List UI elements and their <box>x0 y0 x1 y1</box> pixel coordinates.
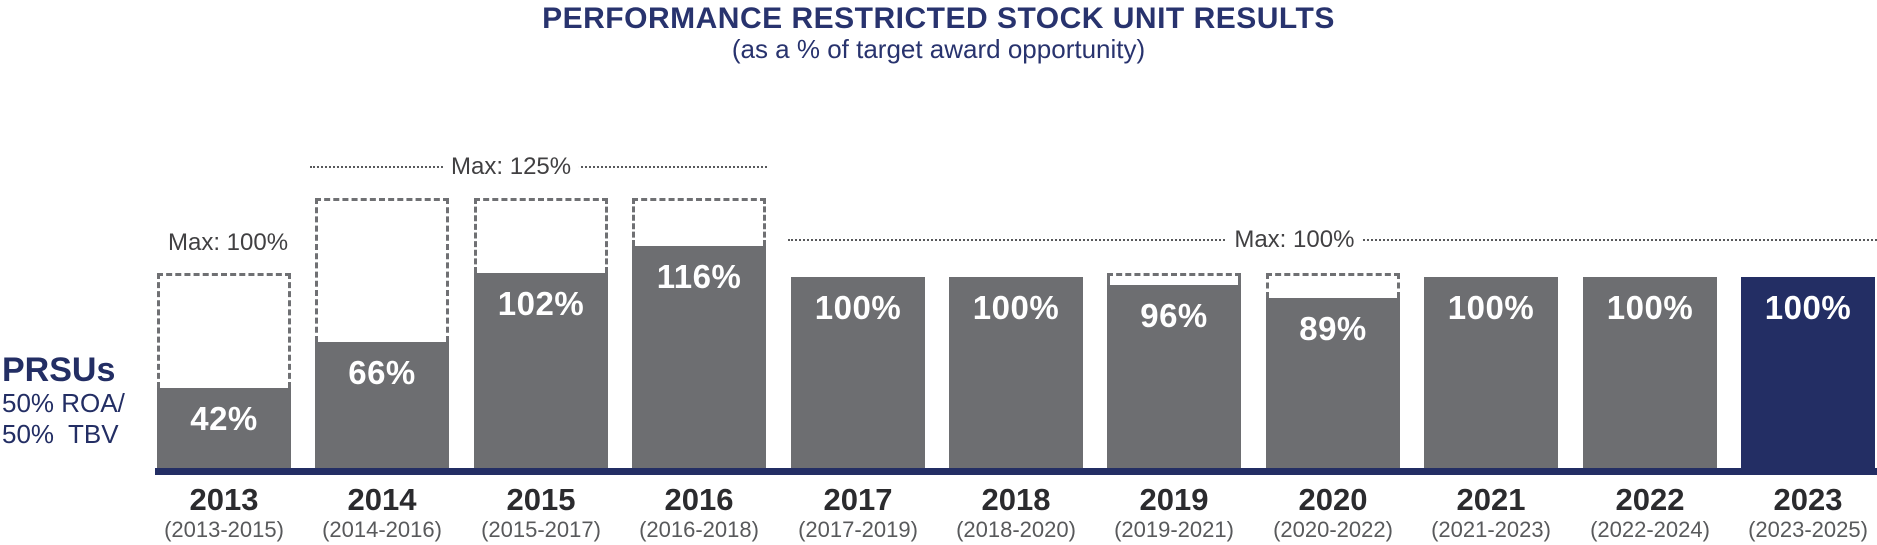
max-award-dashed-box-2015 <box>474 198 608 273</box>
x-label-2023: 2023 (2023-2025) <box>1748 483 1868 542</box>
x-label-2018: 2018 (2018-2020) <box>956 483 1076 542</box>
year-label: 2017 <box>823 482 893 517</box>
period-label: (2015-2017) <box>481 517 601 542</box>
period-label: (2013-2015) <box>164 517 284 542</box>
period-label: (2019-2021) <box>1114 517 1234 542</box>
period-label: (2023-2025) <box>1748 517 1868 542</box>
bar-2017: 100% <box>791 277 925 468</box>
year-label: 2023 <box>1773 482 1843 517</box>
max-award-dashed-box-2014 <box>315 198 449 342</box>
bar-value-2016: 116% <box>656 258 742 295</box>
period-label: (2018-2020) <box>956 517 1076 542</box>
x-axis-line <box>155 468 1877 475</box>
x-label-2017: 2017 (2017-2019) <box>798 483 918 542</box>
x-label-2013: 2013 (2013-2015) <box>164 483 284 542</box>
year-label: 2015 <box>506 482 576 517</box>
bar-value-2019: 96% <box>1140 297 1208 334</box>
bar-2018: 100% <box>949 277 1083 468</box>
bar-value-2017: 100% <box>814 289 902 326</box>
x-label-2014: 2014 (2014-2016) <box>322 483 442 542</box>
series-name: PRSUs <box>2 351 116 389</box>
chart-title: PERFORMANCE RESTRICTED STOCK UNIT RESULT… <box>542 2 1335 35</box>
period-label: (2021-2023) <box>1431 517 1551 542</box>
year-label: 2022 <box>1615 482 1685 517</box>
bar-value-2020: 89% <box>1299 310 1367 347</box>
year-label: 2016 <box>664 482 734 517</box>
x-label-2022: 2022 (2022-2024) <box>1590 483 1710 542</box>
year-label: 2019 <box>1139 482 1209 517</box>
period-label: (2014-2016) <box>322 517 442 542</box>
bar-2015: 102% <box>474 273 608 468</box>
max-award-dashed-box-2020 <box>1266 273 1400 298</box>
period-label: (2016-2018) <box>639 517 759 542</box>
max-125-dotted-line: Max: 125% <box>310 153 767 181</box>
max-125-label: Max: 125% <box>443 153 580 181</box>
year-label: 2020 <box>1298 482 1368 517</box>
year-label: 2013 <box>189 482 259 517</box>
max-100-label: Max: 100% <box>1226 226 1363 254</box>
bar-2013: 42% <box>157 388 291 468</box>
year-label: 2021 <box>1456 482 1526 517</box>
period-label: (2020-2022) <box>1273 517 1393 542</box>
max-award-dashed-box-2019 <box>1107 273 1241 285</box>
period-label: (2022-2024) <box>1590 517 1710 542</box>
bar-value-2015: 102% <box>497 285 585 322</box>
bar-2014: 66% <box>315 342 449 468</box>
bar-value-2021: 100% <box>1447 289 1535 326</box>
bar-value-2018: 100% <box>972 289 1060 326</box>
bar-2019: 96% <box>1107 285 1241 468</box>
bar-2016: 116% <box>632 246 766 468</box>
bar-value-2014: 66% <box>348 354 416 391</box>
series-metric-tbv: 50% TBV <box>2 419 119 449</box>
max-100-label-2013: Max: 100% <box>168 229 289 256</box>
bar-value-2023: 100% <box>1764 289 1852 326</box>
max-award-dashed-box-2016 <box>632 198 766 246</box>
bar-value-2013: 42% <box>190 400 258 437</box>
bar-value-2022: 100% <box>1606 289 1694 326</box>
x-label-2015: 2015 (2015-2017) <box>481 483 601 542</box>
chart-subtitle: (as a % of target award opportunity) <box>731 34 1146 64</box>
x-label-2020: 2020 (2020-2022) <box>1273 483 1393 542</box>
x-label-2019: 2019 (2019-2021) <box>1114 483 1234 542</box>
period-label: (2017-2019) <box>798 517 918 542</box>
year-label: 2014 <box>347 482 417 517</box>
bar-2022: 100% <box>1583 277 1717 468</box>
series-side-label: PRSUs 50% ROA/ 50% TBV <box>2 352 125 450</box>
max-award-dashed-box-2013 <box>157 273 291 388</box>
bar-2021: 100% <box>1424 277 1558 468</box>
max-100-dotted-line: Max: 100% <box>788 226 1877 254</box>
bar-2020: 89% <box>1266 298 1400 468</box>
x-label-2021: 2021 (2021-2023) <box>1431 483 1551 542</box>
series-metric-roa: 50% ROA/ <box>2 388 125 418</box>
x-label-2016: 2016 (2016-2018) <box>639 483 759 542</box>
year-label: 2018 <box>981 482 1051 517</box>
bar-2023: 100% <box>1741 277 1875 468</box>
